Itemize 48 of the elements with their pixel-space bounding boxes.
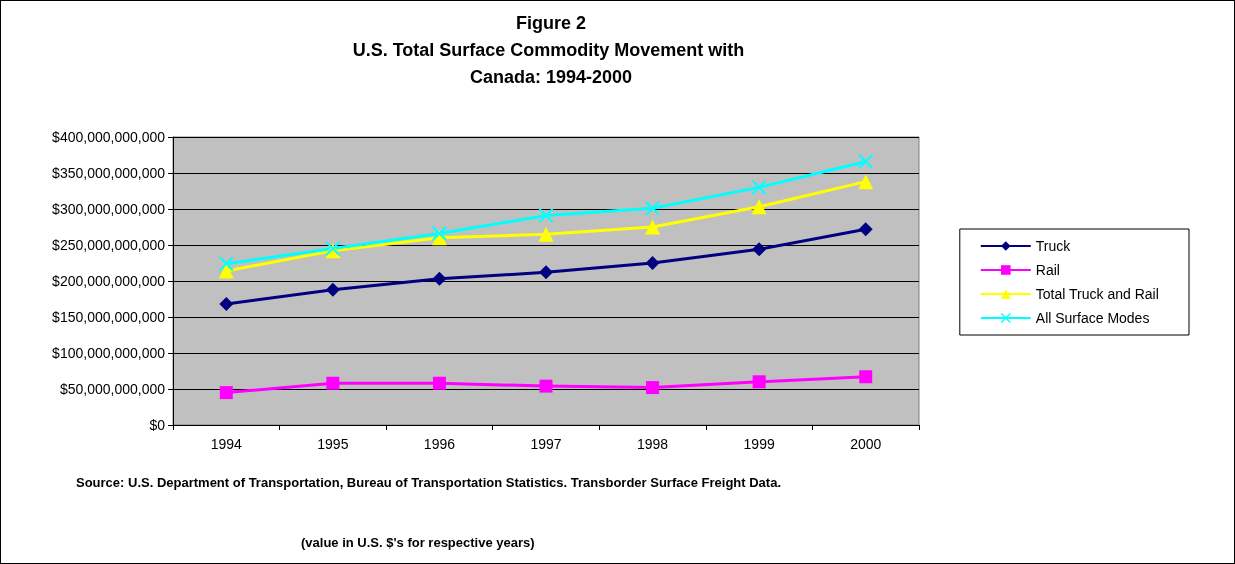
point [219,256,234,271]
point [538,226,554,242]
point [645,201,660,216]
source-note: Source: U.S. Department of Transportation, Bureau of Transportation Statistics. Transborder Surface Freight Data. [76,474,782,490]
x-tick-label: 1998 [636,436,669,452]
point [432,226,447,241]
chart-title: Figure 2 [515,13,587,33]
point [859,370,873,384]
point [218,263,234,279]
point [858,154,873,169]
y-tick-label: $350,000,000,000 [52,165,166,181]
y-tick-label: $250,000,000,000 [52,237,166,253]
x-tick-label: 1999 [743,436,775,452]
x-tick-label: 1997 [530,436,562,452]
point [219,297,234,312]
x-tick-label: 2000 [850,436,882,452]
point [219,386,233,400]
legend-label: Rail [1035,262,1060,278]
point [539,379,553,393]
point [752,242,767,257]
legend-label: Truck [1035,238,1072,254]
y-tick-label: $50,000,000,000 [59,381,166,397]
y-tick-label: $300,000,000,000 [52,201,166,217]
point [646,381,660,395]
point [432,376,446,390]
point [751,199,767,215]
y-tick-label: $200,000,000,000 [52,273,166,289]
y-tick-label: $100,000,000,000 [52,345,166,361]
point [645,219,661,235]
point [432,271,447,286]
x-tick-label: 1995 [317,436,349,452]
legend-label: Total Truck and Rail [1035,286,1159,302]
x-tick-label: 1994 [210,436,243,452]
y-tick-label: $400,000,000,000 [52,129,166,145]
legend-label: All Surface Modes [1035,310,1150,326]
point [325,282,340,297]
point [858,174,874,190]
x-tick-label: 1996 [423,436,456,452]
point [539,265,553,280]
point [645,256,660,270]
point [858,222,873,237]
text: (value in U.S. $'s for respective years) [301,535,535,550]
y-tick-label: $0 [149,417,166,433]
chart-subtitle: U.S. Total Surface Commodity Movement with Canada: 1994-2000 [352,39,750,87]
y-tick-label: $150,000,000,000 [52,309,166,325]
point [752,180,767,195]
point [326,376,340,390]
point [752,375,766,389]
